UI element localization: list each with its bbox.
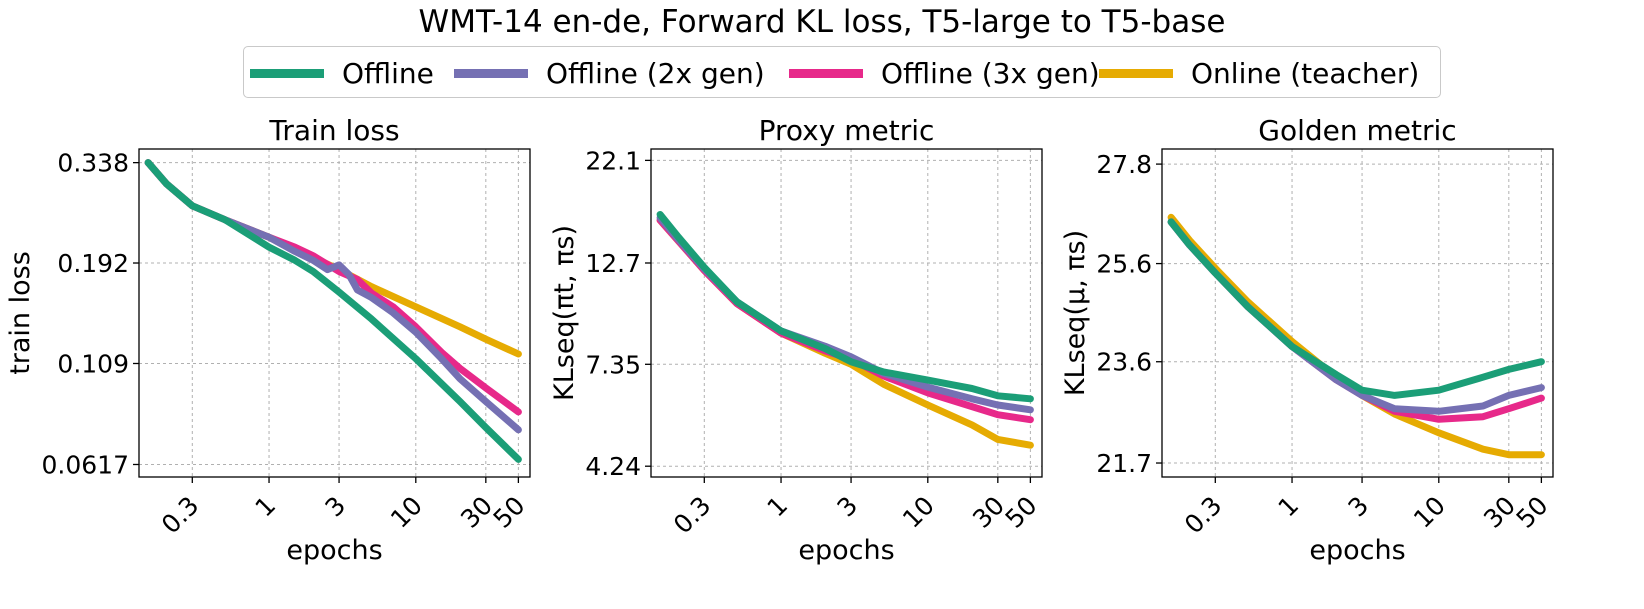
x-tick-label: 0.3 <box>1179 491 1228 540</box>
y-tick-label: 0.338 <box>57 149 129 178</box>
panel-title: Proxy metric <box>759 114 935 147</box>
y-axis-label: train loss <box>5 251 36 375</box>
legend-item-offline-3x: Offline (3x gen) <box>789 47 1100 99</box>
legend-label-online: Online (teacher) <box>1191 56 1420 90</box>
y-tick-label: 22.1 <box>585 146 641 175</box>
x-tick-label: 1 <box>762 491 794 523</box>
x-tick-label: 3 <box>1343 491 1375 523</box>
x-tick-label: 50 <box>1000 491 1043 534</box>
legend-item-offline-2x: Offline (2x gen) <box>454 47 765 99</box>
legend-label-offline-2x: Offline (2x gen) <box>546 56 765 90</box>
legend: Offline Offline (2x gen) Offline (3x gen… <box>243 46 1441 98</box>
y-tick-label: 0.0617 <box>42 450 129 479</box>
y-tick-label: 4.24 <box>585 452 641 481</box>
y-axis-label: KLseq(πt, πs) <box>549 225 580 401</box>
legend-swatch-offline-2x <box>454 68 528 78</box>
x-axis-label: epochs <box>286 535 382 566</box>
y-tick-label: 0.192 <box>57 249 129 278</box>
legend-item-offline: Offline <box>250 47 434 99</box>
legend-swatch-online <box>1099 68 1173 78</box>
y-tick-label: 25.6 <box>1096 250 1152 279</box>
series-line-online <box>656 216 1034 449</box>
axes-frame <box>650 148 1043 478</box>
x-tick-label: 50 <box>1511 491 1554 534</box>
y-tick-label: 7.35 <box>585 350 641 379</box>
x-tick-label: 10 <box>1408 491 1451 534</box>
panel-title: Golden metric <box>1258 114 1456 147</box>
x-tick-label: 1 <box>1273 491 1305 523</box>
x-tick-label: 3 <box>832 491 864 523</box>
y-tick-label: 12.7 <box>585 249 641 278</box>
series-line-offline-2x <box>656 214 1034 414</box>
legend-label-offline: Offline <box>342 56 434 90</box>
series-line-offline <box>144 159 522 463</box>
series-line-online <box>144 159 522 358</box>
legend-label-offline-3x: Offline (3x gen) <box>881 56 1100 90</box>
x-tick-label: 50 <box>488 491 531 534</box>
series-line-offline <box>656 211 1034 403</box>
x-axis-label: epochs <box>1309 535 1405 566</box>
x-tick-label: 1 <box>250 491 282 523</box>
y-tick-label: 23.6 <box>1096 348 1152 377</box>
x-tick-label: 10 <box>385 491 428 534</box>
y-tick-label: 27.8 <box>1096 150 1152 179</box>
panel-title: Train loss <box>268 114 399 147</box>
legend-swatch-offline-3x <box>789 68 863 78</box>
x-tick-label: 0.3 <box>156 491 205 540</box>
series-line-offline-2x <box>144 159 522 434</box>
y-tick-label: 21.7 <box>1096 449 1152 478</box>
x-tick-label: 3 <box>320 491 352 523</box>
series-line-offline <box>1167 218 1545 399</box>
axes-frame <box>138 148 531 478</box>
x-axis-label: epochs <box>798 535 894 566</box>
axes-frame <box>1161 148 1554 478</box>
legend-swatch-offline <box>250 68 324 78</box>
x-tick-label: 10 <box>897 491 940 534</box>
figure-title: WMT-14 en-de, Forward KL loss, T5-large … <box>418 4 1226 40</box>
y-axis-label: KLseq(μ, πs) <box>1060 230 1091 396</box>
y-tick-label: 0.109 <box>57 349 129 378</box>
x-tick-label: 0.3 <box>668 491 717 540</box>
legend-item-online: Online (teacher) <box>1099 47 1419 99</box>
